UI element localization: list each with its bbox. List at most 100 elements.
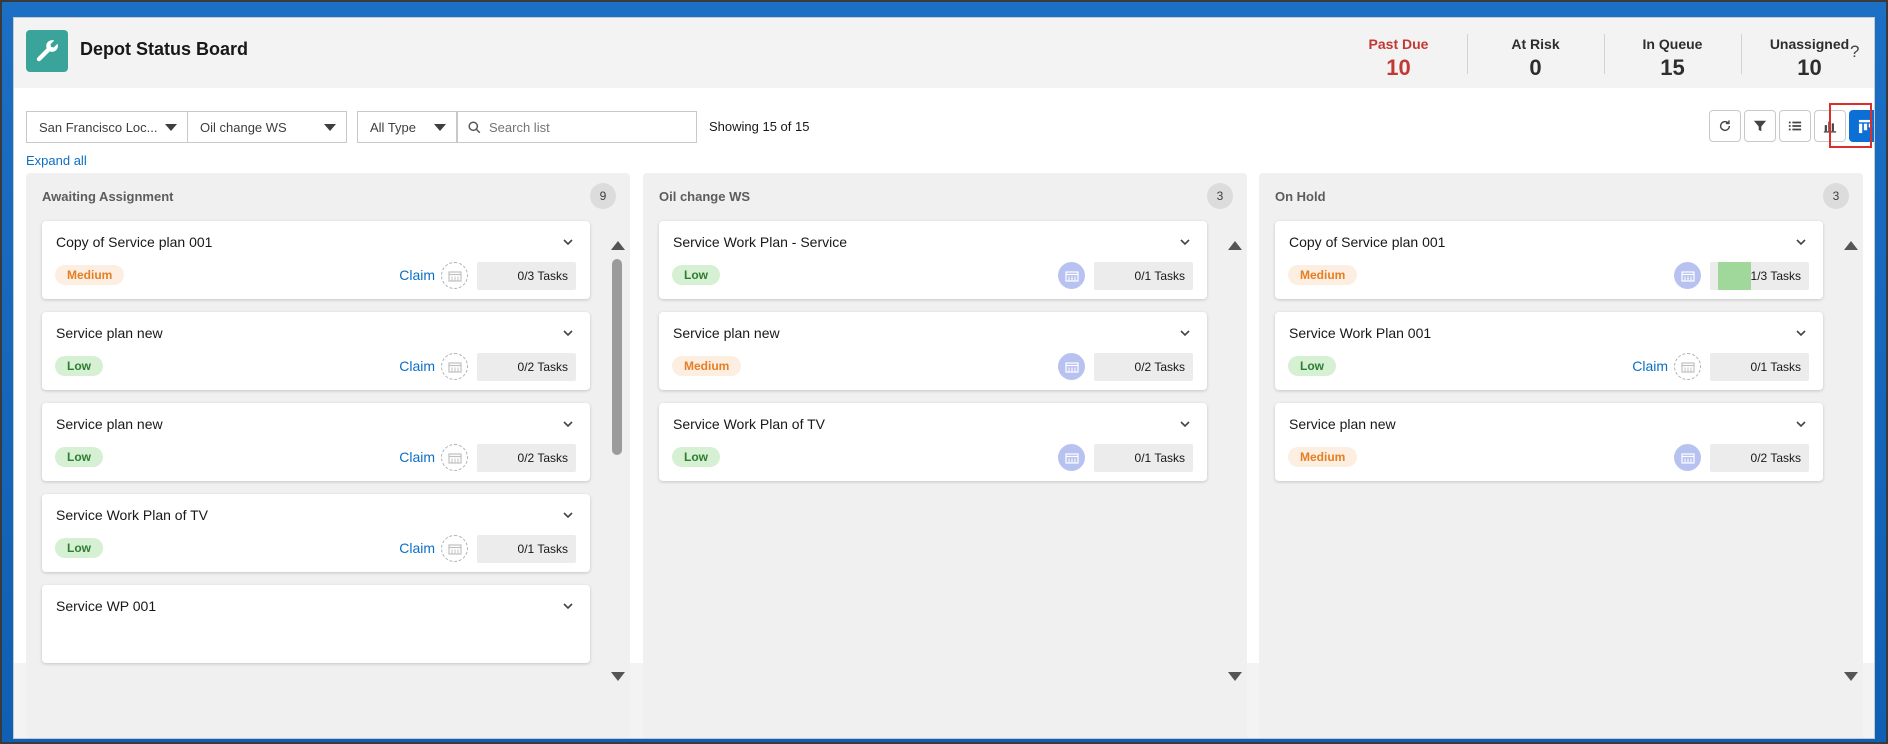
chevron-down-icon[interactable]: [1179, 326, 1191, 344]
task-progress-label: 0/3 Tasks: [517, 269, 568, 283]
chevron-down-icon[interactable]: [1179, 417, 1191, 435]
chevron-down-icon[interactable]: [1795, 326, 1807, 344]
chevron-down-icon[interactable]: [1179, 235, 1191, 253]
column-scrollbar[interactable]: [1227, 241, 1242, 681]
work-plan-card[interactable]: Service Work Plan - Service Low 0/1 Tasks: [659, 221, 1207, 299]
work-plan-card[interactable]: Service plan new Medium 0/2 Tasks: [659, 312, 1207, 390]
scroll-down-icon[interactable]: [1844, 672, 1858, 681]
column-scrollbar[interactable]: [610, 241, 625, 681]
chevron-down-icon[interactable]: [1795, 417, 1807, 435]
filter-icon: [1753, 120, 1767, 132]
assignee-avatar-icon[interactable]: [1058, 444, 1085, 471]
claim-link[interactable]: Claim: [1632, 358, 1668, 374]
stat-label: Unassigned: [1769, 36, 1850, 52]
assignee-avatar-icon[interactable]: [1058, 262, 1085, 289]
priority-badge: Medium: [55, 265, 125, 285]
chevron-down-icon: [434, 124, 446, 131]
task-progress: 0/1 Tasks: [1094, 262, 1193, 290]
chevron-down-icon[interactable]: [562, 599, 574, 617]
claim-link[interactable]: Claim: [399, 540, 435, 556]
priority-badge: Low: [55, 356, 103, 376]
column-count-badge: 9: [590, 183, 616, 209]
chevron-down-icon: [324, 124, 336, 131]
expand-all-link[interactable]: Expand all: [26, 153, 87, 168]
priority-badge: Low: [55, 447, 103, 467]
scroll-thumb[interactable]: [612, 259, 622, 455]
chevron-down-icon[interactable]: [562, 508, 574, 526]
chevron-down-icon[interactable]: [1795, 235, 1807, 253]
work-plan-card[interactable]: Service Work Plan of TV Low 0/1 Tasks: [659, 403, 1207, 481]
stat-in-queue[interactable]: In Queue 15: [1604, 26, 1741, 82]
task-progress-label: 0/2 Tasks: [1134, 360, 1185, 374]
work-plan-card[interactable]: Service plan new Low Claim 0/2 Tasks: [42, 403, 590, 481]
stat-past-due[interactable]: Past Due 10: [1330, 26, 1467, 82]
work-plan-card[interactable]: Copy of Service plan 001 Medium 1/3 Tasks: [1275, 221, 1823, 299]
chevron-down-icon[interactable]: [562, 417, 574, 435]
priority-badge: Low: [55, 538, 103, 558]
task-progress-label: 0/1 Tasks: [517, 542, 568, 556]
assignee-avatar-icon[interactable]: [1674, 444, 1701, 471]
unassigned-avatar-icon: [441, 353, 468, 380]
work-plan-card[interactable]: Service Work Plan of TV Low Claim 0/1 Tasks: [42, 494, 590, 572]
claim-link[interactable]: Claim: [399, 267, 435, 283]
stat-at-risk[interactable]: At Risk 0: [1467, 26, 1604, 82]
task-progress: 0/2 Tasks: [1094, 353, 1193, 381]
scroll-up-icon[interactable]: [611, 241, 625, 250]
task-progress-label: 1/3 Tasks: [1750, 269, 1801, 283]
kanban-view-button[interactable]: [1849, 110, 1874, 142]
assignee-avatar-icon[interactable]: [1674, 262, 1701, 289]
task-progress-label: 0/2 Tasks: [517, 360, 568, 374]
work-plan-card[interactable]: Copy of Service plan 001 Medium Claim 0/3 T…: [42, 221, 590, 299]
stat-value: 15: [1660, 55, 1685, 80]
work-plan-card[interactable]: Service WP 001: [42, 585, 590, 663]
card-title: Service Work Plan of TV: [673, 416, 825, 432]
stat-unassigned[interactable]: Unassigned 10: [1741, 26, 1874, 82]
task-progress-label: 0/1 Tasks: [1134, 451, 1185, 465]
claim-link[interactable]: Claim: [399, 358, 435, 374]
location-select[interactable]: San Francisco Loc...: [26, 111, 188, 143]
filter-button[interactable]: [1744, 110, 1776, 142]
chevron-down-icon[interactable]: [562, 235, 574, 253]
task-progress: 0/1 Tasks: [1094, 444, 1193, 472]
card-title: Copy of Service plan 001: [56, 234, 213, 250]
card-list: Service Work Plan - Service Low 0/1 Tasks S…: [659, 221, 1207, 494]
task-progress: 1/3 Tasks: [1710, 262, 1809, 290]
column-oil-change-ws: Oil change WS 3 Service Work Plan - Servic…: [643, 173, 1247, 738]
scroll-up-icon[interactable]: [1228, 241, 1242, 250]
task-progress: 0/2 Tasks: [1710, 444, 1809, 472]
column-count-badge: 3: [1823, 183, 1849, 209]
workspace-select-value: Oil change WS: [200, 119, 287, 135]
work-plan-card[interactable]: Service Work Plan 001 Low Claim 0/1 Tasks: [1275, 312, 1823, 390]
page-title: Depot Status Board: [80, 39, 249, 59]
card-title: Service Work Plan - Service: [673, 234, 848, 250]
chevron-down-icon: [165, 124, 177, 131]
scroll-down-icon[interactable]: [1228, 672, 1242, 681]
work-plan-card[interactable]: Service plan new Low Claim 0/2 Tasks: [42, 312, 590, 390]
type-select[interactable]: All Type: [357, 111, 457, 143]
scroll-down-icon[interactable]: [611, 672, 625, 681]
column-scrollbar[interactable]: [1843, 241, 1858, 681]
scroll-up-icon[interactable]: [1844, 241, 1858, 250]
wrench-icon: [26, 30, 68, 72]
claim-link[interactable]: Claim: [399, 449, 435, 465]
assignee-avatar-icon[interactable]: [1058, 353, 1085, 380]
unassigned-avatar-icon: [441, 444, 468, 471]
task-progress-label: 0/2 Tasks: [1750, 451, 1801, 465]
search-input[interactable]: [489, 119, 679, 135]
priority-badge: Low: [672, 265, 720, 285]
column-title: Awaiting Assignment: [42, 188, 174, 204]
column-title: On Hold: [1275, 188, 1326, 204]
kanban-icon: [1858, 119, 1872, 133]
card-title: Service WP 001: [56, 598, 157, 614]
list-view-button[interactable]: [1779, 110, 1811, 142]
showing-count: Showing 15 of 15: [709, 119, 810, 134]
card-title: Service Work Plan of TV: [56, 507, 208, 523]
work-plan-card[interactable]: Service plan new Medium 0/2 Tasks: [1275, 403, 1823, 481]
help-icon[interactable]: ?: [1850, 42, 1860, 61]
task-progress-label: 0/2 Tasks: [517, 451, 568, 465]
chevron-down-icon[interactable]: [562, 326, 574, 344]
refresh-button[interactable]: [1709, 110, 1741, 142]
unassigned-avatar-icon: [441, 535, 468, 562]
workspace-select[interactable]: Oil change WS: [187, 111, 347, 143]
search-field[interactable]: [457, 111, 697, 143]
